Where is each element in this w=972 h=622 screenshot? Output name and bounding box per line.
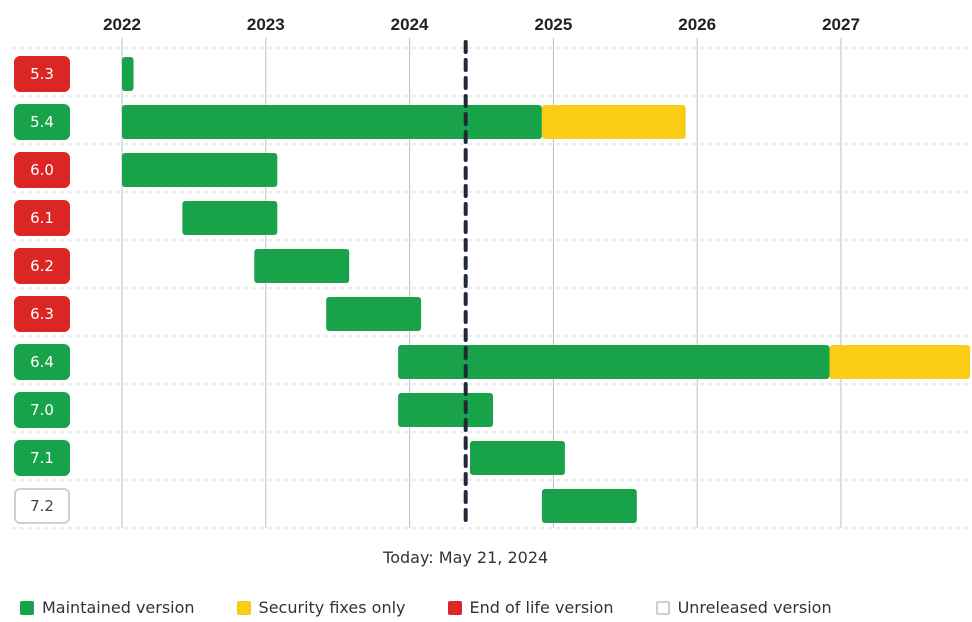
maintained-bar-6.3 [326, 297, 422, 331]
maintained-bar-6.4 [398, 345, 830, 379]
version-badge-7.2 [14, 488, 70, 524]
maintained-bar-6.2 [254, 249, 350, 283]
version-badge-7.0 [14, 392, 70, 428]
legend-label-eol: End of life version [469, 598, 614, 617]
version-label-7.2: 7.2 [30, 497, 54, 515]
maintained-bar-6.1 [182, 201, 278, 235]
security-bar-5.4 [541, 105, 686, 139]
maintained-bar-7.0 [398, 393, 494, 427]
version-label-6.0: 6.0 [30, 161, 54, 179]
legend-swatch-security [236, 600, 251, 615]
version-label-7.1: 7.1 [30, 449, 54, 467]
version-badge-5.4 [14, 104, 70, 140]
legend-item-eol: End of life version [447, 598, 614, 617]
version-badge-6.1 [14, 200, 70, 236]
version-label-7.0: 7.0 [30, 401, 54, 419]
release-timeline-chart: 2022 2023 2024 2025 2026 2027 5.3 5.4 6.0 6.1 6.2 6… [12, 15, 970, 567]
year-label-2027: 2027 [822, 15, 860, 34]
version-label-6.4: 6.4 [30, 353, 54, 371]
version-label-5.4: 5.4 [30, 113, 54, 131]
year-label-2025: 2025 [534, 15, 572, 34]
legend: Maintained version Security fixes only End… [20, 598, 874, 617]
version-label-6.2: 6.2 [30, 257, 54, 275]
legend-swatch-eol [447, 600, 462, 615]
version-label-6.3: 6.3 [30, 305, 54, 323]
year-label-2023: 2023 [247, 15, 285, 34]
maintained-bar-7.2 [541, 489, 637, 523]
legend-item-security: Security fixes only [236, 598, 406, 617]
legend-swatch-unreleased [655, 600, 670, 615]
version-badge-6.3 [14, 296, 70, 332]
maintained-bar-6.0 [122, 153, 278, 187]
legend-item-unreleased: Unreleased version [655, 598, 832, 617]
version-badge-7.1 [14, 440, 70, 476]
version-badge-6.4 [14, 344, 70, 380]
legend-label-unreleased: Unreleased version [677, 598, 832, 617]
legend-item-maintained: Maintained version [20, 598, 195, 617]
version-badge-5.3 [14, 56, 70, 92]
security-bar-6.4 [829, 345, 970, 379]
legend-label-security: Security fixes only [258, 598, 406, 617]
version-label-6.1: 6.1 [30, 209, 54, 227]
year-label-2026: 2026 [678, 15, 716, 34]
year-label-2024: 2024 [391, 15, 429, 34]
version-badge-6.2 [14, 248, 70, 284]
year-label-2022: 2022 [103, 15, 141, 34]
legend-label-maintained: Maintained version [42, 598, 195, 617]
legend-swatch-maintained [20, 600, 34, 615]
version-badge-6.0 [14, 152, 70, 188]
maintained-bar-7.1 [469, 441, 565, 475]
maintained-bar-5.4 [122, 105, 542, 139]
maintained-bar-5.3 [122, 57, 134, 91]
version-label-5.3: 5.3 [30, 65, 54, 83]
today-label: Today: May 21, 2024 [382, 548, 548, 567]
